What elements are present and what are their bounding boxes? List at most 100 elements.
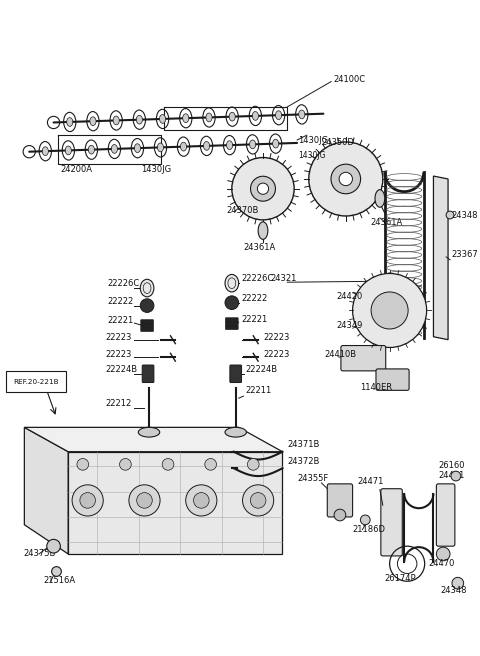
Ellipse shape xyxy=(229,112,235,121)
FancyBboxPatch shape xyxy=(327,484,353,517)
Circle shape xyxy=(120,459,131,470)
Polygon shape xyxy=(24,427,282,452)
Text: 24100C: 24100C xyxy=(333,75,365,84)
Circle shape xyxy=(77,459,89,470)
Ellipse shape xyxy=(88,145,95,154)
Ellipse shape xyxy=(276,111,282,119)
Text: 24350D: 24350D xyxy=(322,138,354,147)
Ellipse shape xyxy=(225,274,239,292)
Text: 22222: 22222 xyxy=(241,294,268,302)
Ellipse shape xyxy=(204,142,210,150)
Ellipse shape xyxy=(138,427,160,437)
Circle shape xyxy=(137,493,152,508)
Ellipse shape xyxy=(375,190,385,207)
Circle shape xyxy=(353,274,427,348)
Text: 24461: 24461 xyxy=(438,471,465,480)
FancyBboxPatch shape xyxy=(141,327,154,331)
Text: 22224B: 22224B xyxy=(105,365,137,374)
Text: 22226C: 22226C xyxy=(107,279,139,288)
Text: 26174P: 26174P xyxy=(385,574,416,583)
Circle shape xyxy=(80,493,96,508)
FancyBboxPatch shape xyxy=(226,318,238,321)
Circle shape xyxy=(452,577,464,589)
FancyBboxPatch shape xyxy=(141,319,154,323)
Text: 24361A: 24361A xyxy=(370,218,402,227)
FancyBboxPatch shape xyxy=(226,321,238,325)
Circle shape xyxy=(446,211,454,219)
FancyBboxPatch shape xyxy=(381,489,402,556)
Ellipse shape xyxy=(42,147,48,155)
Circle shape xyxy=(242,485,274,516)
Text: 24349: 24349 xyxy=(336,321,362,330)
Text: 21186D: 21186D xyxy=(353,525,385,533)
Ellipse shape xyxy=(140,279,154,297)
Circle shape xyxy=(331,164,360,194)
Polygon shape xyxy=(68,452,282,554)
Circle shape xyxy=(309,142,383,216)
Ellipse shape xyxy=(180,142,187,151)
FancyBboxPatch shape xyxy=(226,325,238,329)
Ellipse shape xyxy=(67,117,73,127)
FancyBboxPatch shape xyxy=(376,369,409,390)
Text: 22224B: 22224B xyxy=(245,365,277,374)
Polygon shape xyxy=(433,176,448,340)
Circle shape xyxy=(334,509,346,521)
Circle shape xyxy=(129,485,160,516)
Text: 24321: 24321 xyxy=(271,274,297,283)
Ellipse shape xyxy=(206,113,212,122)
Text: 1430JG: 1430JG xyxy=(141,165,171,174)
Text: 24420: 24420 xyxy=(336,292,362,301)
Text: 22222: 22222 xyxy=(107,297,133,306)
Text: 22211: 22211 xyxy=(245,386,272,396)
Ellipse shape xyxy=(90,117,96,125)
Text: 24200A: 24200A xyxy=(60,165,92,174)
Ellipse shape xyxy=(157,143,164,152)
Circle shape xyxy=(251,493,266,508)
Text: 24355F: 24355F xyxy=(297,474,328,483)
Text: 24471: 24471 xyxy=(358,477,384,486)
Circle shape xyxy=(205,459,216,470)
Text: 21516A: 21516A xyxy=(44,576,76,585)
Text: 22221: 22221 xyxy=(107,316,133,325)
Ellipse shape xyxy=(225,427,246,437)
Text: 1430JG: 1430JG xyxy=(298,150,325,159)
Circle shape xyxy=(360,515,370,525)
Text: 1140ER: 1140ER xyxy=(360,383,393,392)
Circle shape xyxy=(72,485,103,516)
FancyBboxPatch shape xyxy=(341,346,386,371)
Text: 22223: 22223 xyxy=(105,333,132,342)
Ellipse shape xyxy=(227,141,233,150)
Text: 22223: 22223 xyxy=(263,350,289,359)
Text: 1430JG: 1430JG xyxy=(298,136,328,145)
Circle shape xyxy=(436,547,450,561)
FancyBboxPatch shape xyxy=(230,365,241,382)
Ellipse shape xyxy=(111,144,118,154)
Text: 22221: 22221 xyxy=(241,315,268,324)
Ellipse shape xyxy=(136,115,143,124)
Ellipse shape xyxy=(252,112,258,120)
Text: 24375B: 24375B xyxy=(24,549,56,558)
Text: 24470: 24470 xyxy=(429,559,455,567)
Circle shape xyxy=(247,459,259,470)
Ellipse shape xyxy=(258,222,268,239)
Text: 24372B: 24372B xyxy=(288,457,320,466)
Ellipse shape xyxy=(273,139,279,148)
Text: 22223: 22223 xyxy=(263,333,289,342)
Circle shape xyxy=(47,539,60,553)
Ellipse shape xyxy=(250,140,256,149)
Ellipse shape xyxy=(65,146,72,155)
Polygon shape xyxy=(24,427,68,554)
Ellipse shape xyxy=(134,144,141,153)
Circle shape xyxy=(251,176,276,201)
Circle shape xyxy=(257,183,269,194)
FancyBboxPatch shape xyxy=(142,365,154,382)
Circle shape xyxy=(193,493,209,508)
Ellipse shape xyxy=(113,116,119,125)
Text: 23367: 23367 xyxy=(451,250,478,259)
Circle shape xyxy=(339,173,352,186)
Text: 24370B: 24370B xyxy=(226,206,258,215)
Ellipse shape xyxy=(159,115,166,123)
Circle shape xyxy=(186,485,217,516)
Circle shape xyxy=(140,298,154,312)
Text: 26160: 26160 xyxy=(438,461,465,470)
